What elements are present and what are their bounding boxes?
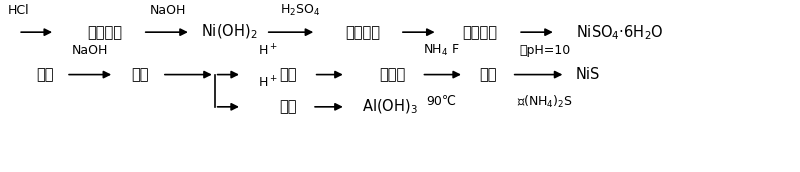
Text: 碱溶: 碱溶 — [132, 67, 150, 82]
Text: 蒸发浓缩: 蒸发浓缩 — [345, 25, 380, 40]
Text: Al(OH)$_3$: Al(OH)$_3$ — [362, 98, 418, 116]
Text: Ni(OH)$_2$: Ni(OH)$_2$ — [201, 23, 258, 41]
Text: 冷却结晶: 冷却结晶 — [462, 25, 498, 40]
Text: 过滤: 过滤 — [479, 67, 497, 82]
Text: NiSO$_4$·6H$_2$O: NiSO$_4$·6H$_2$O — [576, 23, 663, 41]
Text: 加(NH$_4$)$_2$S: 加(NH$_4$)$_2$S — [518, 94, 574, 110]
Text: 滤渣: 滤渣 — [36, 67, 54, 82]
Text: 含镍液: 含镍液 — [379, 67, 405, 82]
Text: H$^+$: H$^+$ — [258, 43, 278, 58]
Text: 90℃: 90℃ — [426, 95, 457, 108]
Text: NH$_4$ F: NH$_4$ F — [423, 43, 460, 58]
Text: 滤渣: 滤渣 — [279, 67, 297, 82]
Text: NiS: NiS — [575, 67, 600, 82]
Text: H$^+$: H$^+$ — [258, 75, 278, 91]
Text: NaOH: NaOH — [72, 44, 108, 57]
Text: 沉淀溶解: 沉淀溶解 — [87, 25, 122, 40]
Text: HCl: HCl — [7, 4, 29, 17]
Text: 滤液: 滤液 — [279, 99, 297, 114]
Text: 调pH=10: 调pH=10 — [520, 44, 571, 57]
Text: H$_2$SO$_4$: H$_2$SO$_4$ — [280, 3, 320, 18]
Text: NaOH: NaOH — [150, 4, 186, 17]
